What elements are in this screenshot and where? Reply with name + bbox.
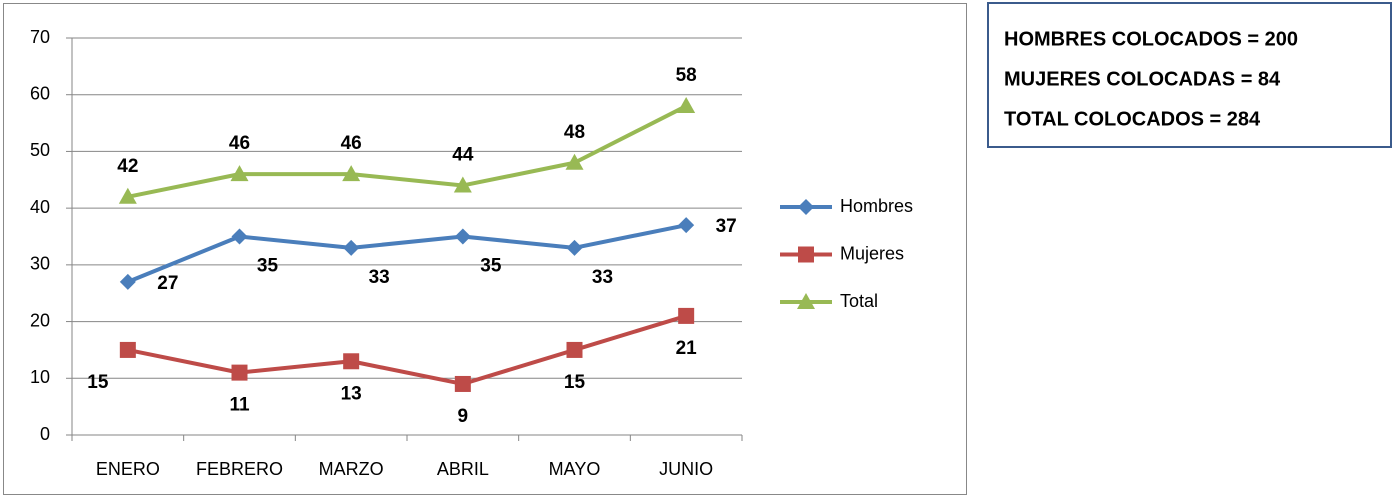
data-label: 27 xyxy=(157,273,178,294)
legend-label: Hombres xyxy=(840,196,913,216)
data-label: 58 xyxy=(676,65,697,86)
data-point xyxy=(343,239,360,256)
data-label: 33 xyxy=(369,267,390,288)
x-tick-label: ABRIL xyxy=(437,459,489,479)
data-label: 46 xyxy=(229,133,250,154)
data-point xyxy=(119,341,136,358)
y-tick-label: 30 xyxy=(30,254,50,274)
summary-box xyxy=(987,2,1392,148)
summary-text: TOTAL COLOCADOS = 284 xyxy=(1004,108,1261,130)
y-tick-label: 20 xyxy=(30,310,50,330)
y-tick-label: 10 xyxy=(30,367,50,387)
summary-text: MUJERES COLOCADAS = 84 xyxy=(1004,68,1281,90)
data-point xyxy=(454,228,471,245)
x-tick-label: MAYO xyxy=(549,459,601,479)
legend-label: Mujeres xyxy=(840,243,904,263)
x-tick-label: MARZO xyxy=(319,459,384,479)
x-tick-label: FEBRERO xyxy=(196,459,283,479)
data-point xyxy=(566,341,583,358)
y-tick-label: 50 xyxy=(30,140,50,160)
data-label: 44 xyxy=(452,144,474,165)
data-point xyxy=(342,165,361,182)
data-point xyxy=(343,353,360,370)
summary-text: HOMBRES COLOCADOS = 200 xyxy=(1004,28,1298,50)
legend-marker xyxy=(798,199,814,215)
data-point xyxy=(566,239,583,256)
y-tick-label: 70 xyxy=(30,27,50,47)
data-label: 21 xyxy=(676,338,698,359)
legend-marker xyxy=(798,246,814,263)
data-label: 9 xyxy=(458,406,469,427)
data-label: 15 xyxy=(564,372,586,393)
data-point xyxy=(454,375,471,392)
series-line xyxy=(127,313,687,386)
data-point xyxy=(231,228,248,245)
series-line xyxy=(127,223,687,284)
data-point xyxy=(678,307,695,324)
y-tick-label: 60 xyxy=(30,83,50,103)
data-point xyxy=(453,176,472,193)
y-tick-label: 0 xyxy=(40,424,50,444)
series-line xyxy=(127,104,688,199)
data-label: 11 xyxy=(229,395,250,416)
data-label: 33 xyxy=(592,267,613,288)
data-label: 13 xyxy=(341,383,362,404)
y-tick-label: 40 xyxy=(30,197,50,217)
data-label: 42 xyxy=(117,156,138,177)
data-point xyxy=(230,165,249,182)
data-label: 15 xyxy=(87,372,109,393)
data-point xyxy=(119,273,136,290)
data-label: 37 xyxy=(716,216,737,237)
data-label: 35 xyxy=(257,256,279,277)
data-point xyxy=(677,97,696,114)
data-point xyxy=(118,187,137,204)
data-point xyxy=(678,217,695,234)
data-label: 48 xyxy=(564,122,585,143)
data-point xyxy=(565,153,584,170)
legend-marker xyxy=(797,293,815,309)
x-tick-label: ENERO xyxy=(96,459,160,479)
x-tick-label: JUNIO xyxy=(659,459,713,479)
chart-frame xyxy=(3,3,967,495)
data-label: 46 xyxy=(341,133,362,154)
legend-label: Total xyxy=(840,291,878,311)
data-label: 35 xyxy=(480,256,502,277)
data-point xyxy=(231,364,248,381)
